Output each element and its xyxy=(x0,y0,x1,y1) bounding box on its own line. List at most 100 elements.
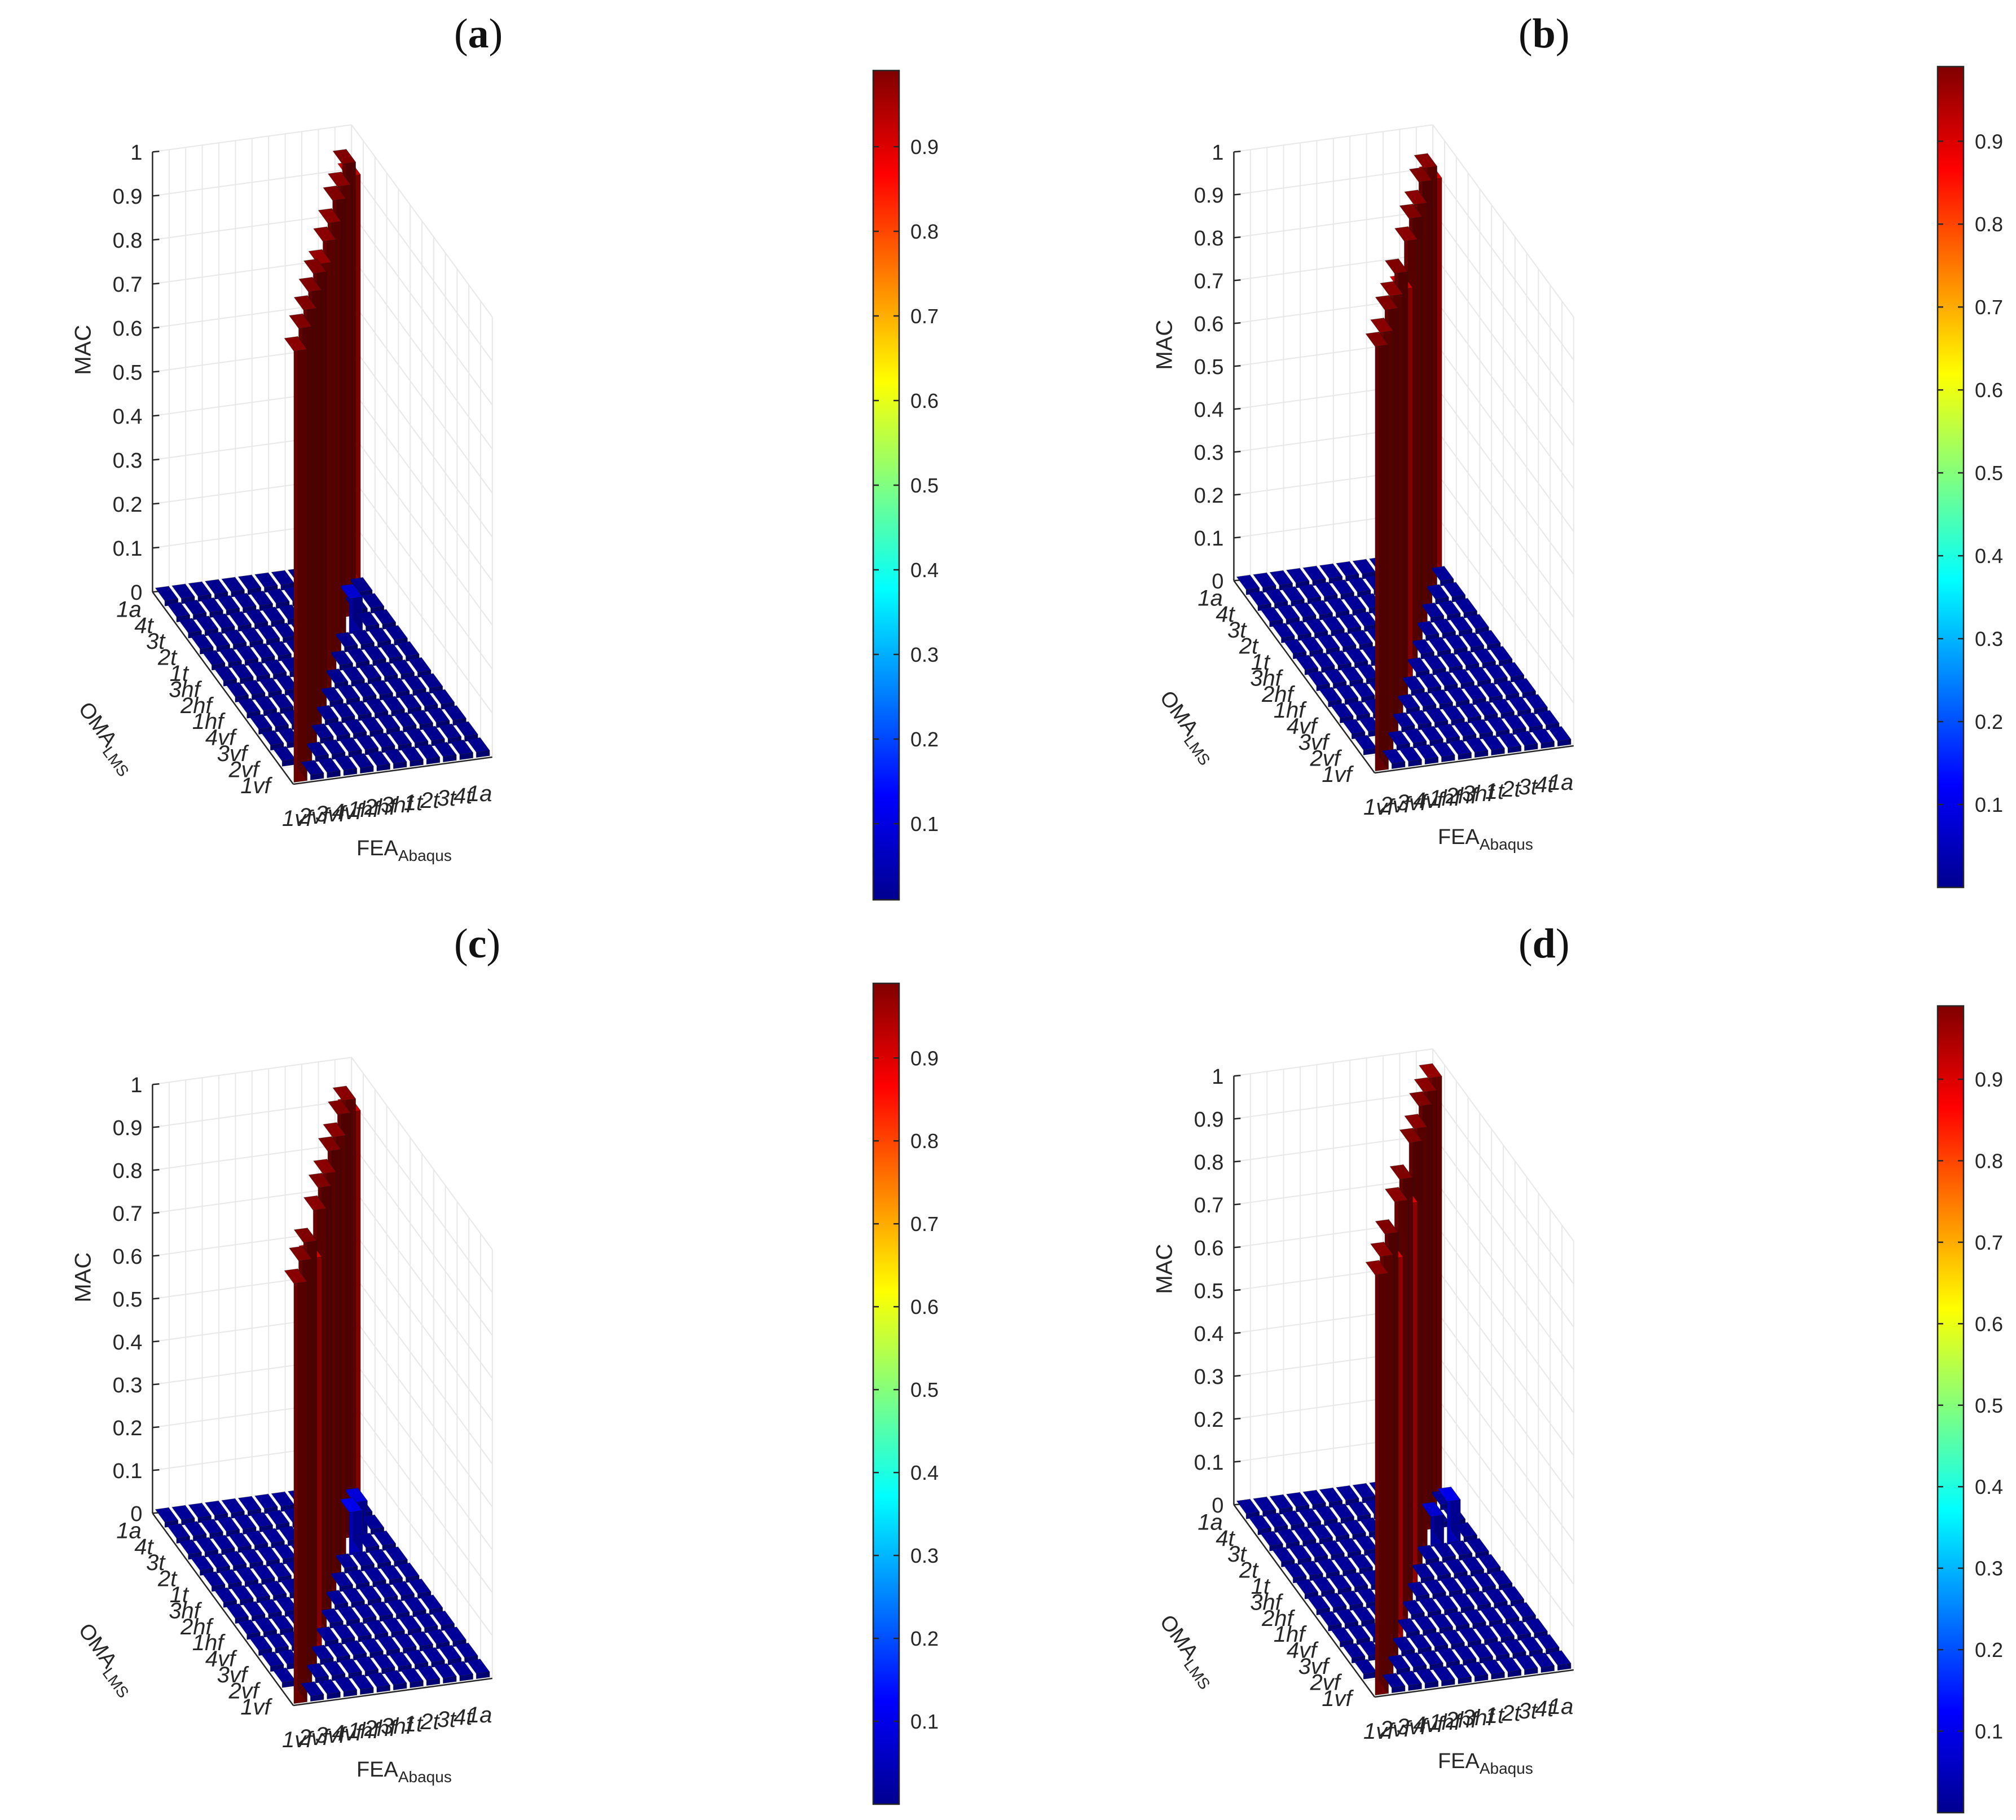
y-tick-label: 1vf xyxy=(240,773,272,798)
x-tick-label: 4t xyxy=(1535,1696,1555,1721)
bar xyxy=(1386,1654,1411,1675)
chart-panel-c: (c) 0 0.1 0.2 0.3 0.4 0.5 0.6 0.7 0.8 0.9 1 MAC 1vf 2… xyxy=(0,910,1008,1820)
bar xyxy=(1431,741,1455,763)
colorbar-b: 0.1 0.2 0.3 0.4 0.5 0.6 0.7 0.8 0.9 xyxy=(1936,65,2003,889)
z-tick-label: 1 xyxy=(1212,141,1223,165)
x-tick-label: 4vf xyxy=(1413,1712,1445,1737)
bar xyxy=(1286,567,1310,588)
z-tick xyxy=(1234,1074,1241,1077)
bar xyxy=(1391,711,1415,733)
z-tick-label: 0.5 xyxy=(113,1288,143,1312)
chart-3d-bar-d: 0 0.10.20.30.40.50.60.70.80.9 1 MAC 1vf 2vf3v… xyxy=(1152,1005,2003,1814)
bar xyxy=(450,1660,474,1682)
bar xyxy=(300,1681,324,1702)
bar xyxy=(1431,1665,1455,1687)
bar xyxy=(333,1676,358,1698)
bar xyxy=(348,1621,372,1643)
bar xyxy=(349,576,373,598)
x-tick-label: 3vf xyxy=(1397,1715,1429,1739)
y-tick-label: 1t xyxy=(170,661,190,686)
x-axis-title-sub: Abaqus xyxy=(398,847,452,864)
colorbar-tick-label: 0.2 xyxy=(1975,710,2003,733)
z-tick-label: 0.4 xyxy=(1194,398,1224,422)
bar xyxy=(419,1594,443,1615)
panel-label-a: (a) xyxy=(454,11,503,57)
colorbar-tick-label: 0.9 xyxy=(910,135,939,159)
y-tick-label: 3hf xyxy=(1250,1590,1283,1615)
bar xyxy=(1391,1636,1415,1657)
bar xyxy=(379,643,403,664)
colorbar-tick-label: 0.6 xyxy=(1975,379,2003,402)
diagonal-bar xyxy=(284,335,308,783)
z-tick xyxy=(1234,1374,1241,1377)
z-axis-title: MAC xyxy=(1152,1244,1177,1294)
bar xyxy=(1415,1668,1439,1689)
bar xyxy=(1434,670,1458,692)
z-tick-label: 0.2 xyxy=(113,493,143,517)
x-axis-title-sub: Abaqus xyxy=(1480,1760,1533,1777)
bar xyxy=(300,759,324,781)
chart-3d-bar-a: 00.10.20.30.40.50.60.70.80.91MAC1vf2vf3v… xyxy=(71,69,939,901)
bar xyxy=(1354,1535,1378,1557)
z-tick-label: 0.9 xyxy=(113,1116,143,1140)
bar xyxy=(383,1669,407,1691)
colorbar-tick-label: 0.1 xyxy=(910,812,939,836)
x-axis-title-sub: Abaqus xyxy=(398,1768,452,1786)
y-axis-title-sub: LMS xyxy=(99,743,133,780)
z-tick-label: 0 xyxy=(1212,1494,1223,1518)
bar xyxy=(247,661,271,682)
y-tick-label: 1t xyxy=(170,1582,190,1607)
z-tick-label: 0.3 xyxy=(113,449,143,473)
bar xyxy=(249,1511,274,1533)
z-tick xyxy=(152,1254,160,1257)
z-tick xyxy=(152,282,160,285)
chart-3d-bar-c: 00.10.20.30.40.50.60.70.80.91MAC1vf2vf3v… xyxy=(71,982,939,1805)
bar xyxy=(341,665,366,687)
z-tick xyxy=(152,194,160,197)
z-tick-label: 0.5 xyxy=(113,361,143,385)
bar xyxy=(1408,1633,1432,1655)
z-tick-label: 0.4 xyxy=(113,405,143,429)
bar xyxy=(1547,726,1572,747)
colorbar-tick-label: 0.4 xyxy=(1975,544,2003,568)
bar xyxy=(400,745,424,767)
z-tick xyxy=(1234,407,1241,410)
bar xyxy=(1425,583,1450,605)
bar xyxy=(1352,1482,1376,1504)
bar xyxy=(1381,748,1406,770)
bar xyxy=(1412,691,1437,713)
z-tick-label: 0.2 xyxy=(1194,484,1224,508)
y-axis-title: OMALMS xyxy=(1152,687,1222,768)
x-tick-label: 2vf xyxy=(298,804,331,829)
x-tick-label: 2vf xyxy=(1379,1717,1412,1742)
y-tick-label: 1vf xyxy=(1322,762,1354,787)
z-tick xyxy=(152,150,160,153)
bar xyxy=(371,1653,395,1674)
bar xyxy=(1415,744,1439,765)
y-tick-label: 4t xyxy=(134,613,154,638)
panel-label-d: (d) xyxy=(1518,921,1570,967)
z-tick-label: 0.1 xyxy=(1194,527,1224,551)
bar xyxy=(221,1497,245,1519)
bar xyxy=(1351,682,1375,703)
x-tick-label: 3hf xyxy=(381,793,414,817)
z-tick xyxy=(1234,150,1241,153)
bar xyxy=(388,729,412,751)
bar xyxy=(258,1598,283,1620)
bar xyxy=(1479,682,1503,704)
y-tick-label: 2vf xyxy=(228,757,261,782)
z-tick-label: 0.3 xyxy=(113,1374,143,1397)
bar xyxy=(433,741,457,763)
y-tick-label: 1vf xyxy=(1322,1686,1354,1711)
bar xyxy=(1449,1540,1473,1561)
bar xyxy=(272,1667,296,1688)
z-tick xyxy=(1234,193,1241,196)
y-tick-label: 1hf xyxy=(1274,698,1307,723)
z-tick-label: 1 xyxy=(1212,1065,1223,1089)
bar xyxy=(1328,1573,1352,1595)
colorbar-tick-label: 0.6 xyxy=(910,389,939,412)
y-tick-label: 3vf xyxy=(217,741,249,766)
bar xyxy=(1481,1659,1506,1680)
colorbar-d: 0.1 0.2 0.3 0.4 0.5 0.6 0.7 0.8 0.9 xyxy=(1936,1005,2003,1814)
bar xyxy=(1498,732,1522,754)
